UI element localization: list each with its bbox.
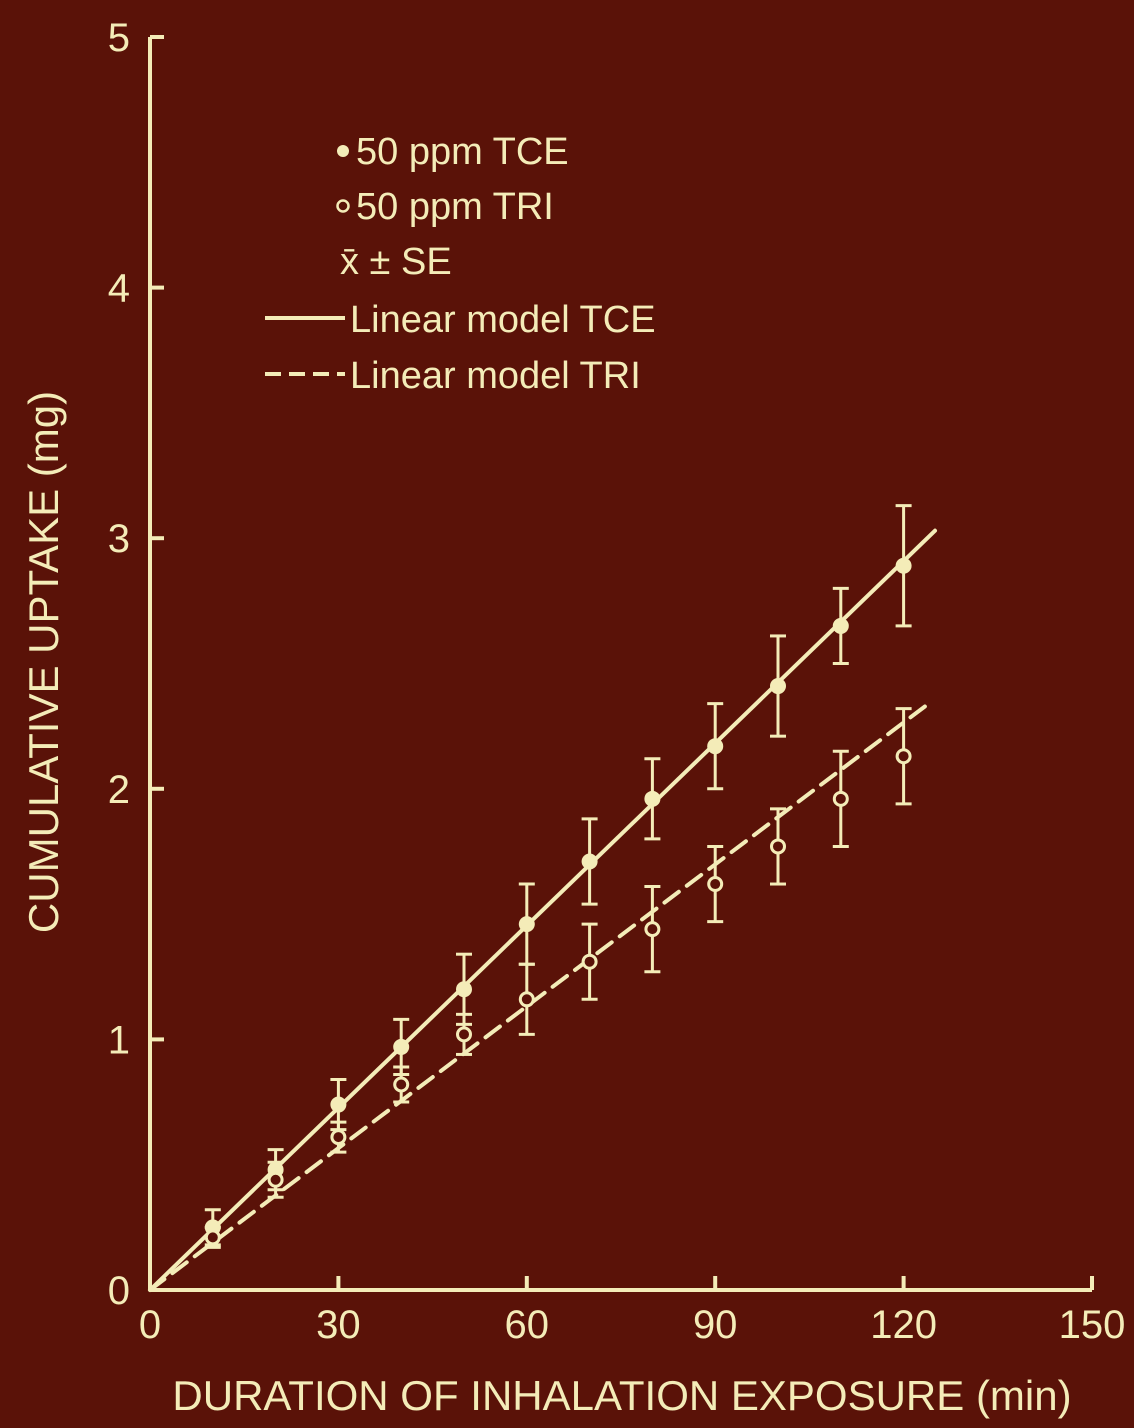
tri-point — [267, 1171, 284, 1188]
tce-point — [895, 557, 912, 574]
y-tick-label: 1 — [108, 1018, 130, 1062]
y-tick-label: 0 — [108, 1269, 130, 1313]
tri-point — [393, 1076, 410, 1093]
tri-point — [204, 1229, 221, 1246]
legend: 50 ppm TCE 50 ppm TRI x̄ ± SE Linear mod… — [265, 131, 656, 397]
model-lines — [148, 528, 937, 1292]
legend-error-note: x̄ ± SE — [340, 241, 452, 283]
y-tick-label: 2 — [108, 768, 130, 812]
tri-point — [832, 790, 849, 807]
tri-point — [581, 953, 598, 970]
legend-tri-marker — [336, 199, 350, 213]
x-tick-label: 90 — [693, 1303, 738, 1347]
legend-tce-model-label: Linear model TCE — [350, 299, 656, 341]
tce-point — [644, 790, 661, 807]
x-tick-label: 120 — [870, 1303, 937, 1347]
legend-tri-model-label: Linear model TRI — [350, 355, 641, 397]
y-tick-label: 4 — [108, 267, 130, 311]
tri-model-line — [148, 701, 931, 1292]
y-tick-label: 3 — [108, 517, 130, 561]
x-tick-label: 60 — [505, 1303, 550, 1347]
y-tick-label: 5 — [108, 16, 130, 60]
tce-point — [393, 1038, 410, 1055]
x-tick-label: 30 — [316, 1303, 361, 1347]
x-tick-label: 150 — [1059, 1303, 1126, 1347]
legend-tri-label: 50 ppm TRI — [356, 186, 554, 228]
tce-point — [518, 916, 535, 933]
tce-point — [330, 1096, 347, 1113]
tri-point — [770, 838, 786, 855]
tce-point — [707, 738, 724, 755]
tri-point — [644, 921, 661, 938]
tce-point — [832, 617, 849, 634]
tce-point — [456, 981, 472, 998]
tick-labels: 0 30 60 90 120 150 0 1 2 3 4 5 — [108, 16, 1126, 1347]
tce-point — [581, 853, 598, 870]
y-axis-title: CUMULATIVE UPTAKE (mg) — [20, 391, 67, 933]
tri-point — [895, 748, 912, 765]
x-axis-title: DURATION OF INHALATION EXPOSURE (min) — [172, 1372, 1071, 1419]
tri-point — [456, 1026, 472, 1043]
tri-point — [518, 991, 535, 1008]
data-points — [204, 557, 912, 1246]
tce-point — [770, 678, 786, 695]
tri-point — [330, 1129, 347, 1146]
tce-model-line — [148, 528, 937, 1292]
legend-tce-marker — [337, 145, 349, 157]
x-tick-label: 0 — [139, 1303, 161, 1347]
chart-axes — [148, 35, 1094, 1292]
legend-tce-label: 50 ppm TCE — [356, 131, 569, 173]
tri-point — [707, 876, 724, 893]
